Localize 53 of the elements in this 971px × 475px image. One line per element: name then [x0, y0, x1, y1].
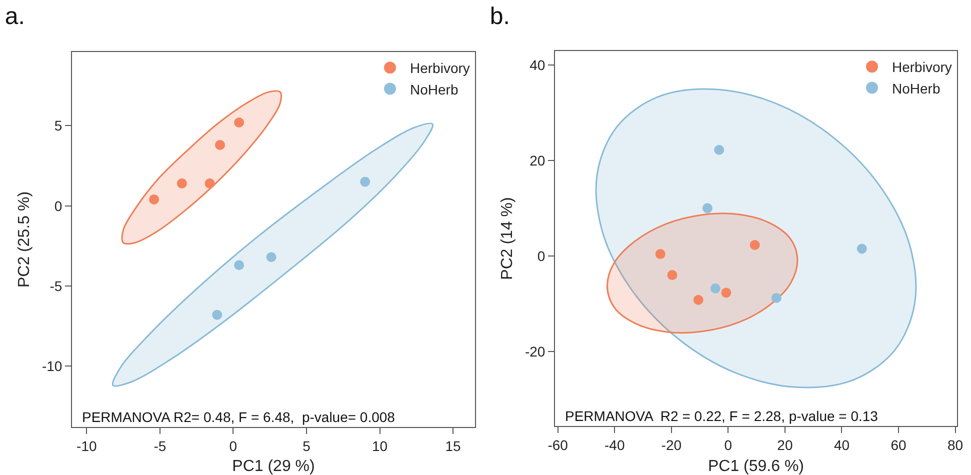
y-tick-label: 0: [537, 248, 546, 264]
x-tick-label: 5: [302, 438, 311, 454]
point: [710, 283, 720, 294]
point: [721, 288, 732, 298]
point: [212, 310, 222, 320]
x-tick-label: -40: [604, 436, 625, 453]
x-tick-label: 40: [834, 436, 850, 453]
x-tick-label: -10: [76, 438, 97, 454]
y-tick-label: 40: [530, 56, 546, 73]
point: [149, 194, 160, 204]
x-tick-label: -20: [661, 436, 682, 453]
point: [215, 140, 226, 150]
point: [234, 118, 244, 128]
x-axis-title: PC1 (29 %): [232, 458, 315, 475]
y-tick-label: 0: [54, 198, 62, 214]
x-tick-label: 60: [890, 436, 907, 453]
point: [667, 270, 678, 280]
point: [655, 249, 666, 260]
annotation: PERMANOVA R2= 0.48, F = 6.48, p-value= 0.008: [82, 409, 396, 425]
annotation: PERMANOVA R2 = 0.22, F = 2.28, p-value = 0.13: [565, 408, 878, 424]
legend-label: NoHerb: [410, 81, 458, 98]
legend-label: Herbivory: [410, 60, 470, 76]
x-tick-label: 0: [724, 436, 732, 453]
point: [360, 176, 370, 187]
x-tick-label: 0: [229, 438, 238, 454]
x-tick-label: 15: [445, 438, 462, 454]
point: [693, 294, 704, 305]
x-tick-label: 10: [372, 438, 388, 454]
point: [266, 252, 276, 262]
chart-title: a.: [4, 2, 25, 30]
chart-title: b.: [490, 2, 510, 30]
x-tick-label: 80: [948, 436, 964, 453]
x-tick-label: 20: [777, 436, 793, 453]
y-tick-label: -5: [50, 278, 62, 294]
y-axis-title: PC2 (14 %): [498, 197, 516, 280]
point: [714, 144, 724, 155]
y-tick-label: 5: [54, 118, 62, 134]
point: [176, 178, 187, 188]
x-tick-label: -5: [154, 438, 166, 454]
point: [234, 260, 244, 270]
x-axis-title: PC1 (59.6 %): [708, 458, 804, 475]
point: [750, 240, 760, 250]
y-axis-title: PC2 (25.5 %): [16, 191, 33, 288]
legend-label: Herbivory: [892, 59, 952, 76]
point: [856, 244, 867, 254]
x-tick-label: -60: [548, 436, 568, 453]
y-tick-label: -20: [524, 343, 546, 360]
point: [204, 178, 215, 188]
point: [702, 203, 712, 214]
y-tick-label: 20: [530, 152, 546, 168]
legend-label: NoHerb: [892, 80, 940, 96]
y-tick-label: -10: [42, 358, 62, 374]
point: [771, 292, 782, 303]
